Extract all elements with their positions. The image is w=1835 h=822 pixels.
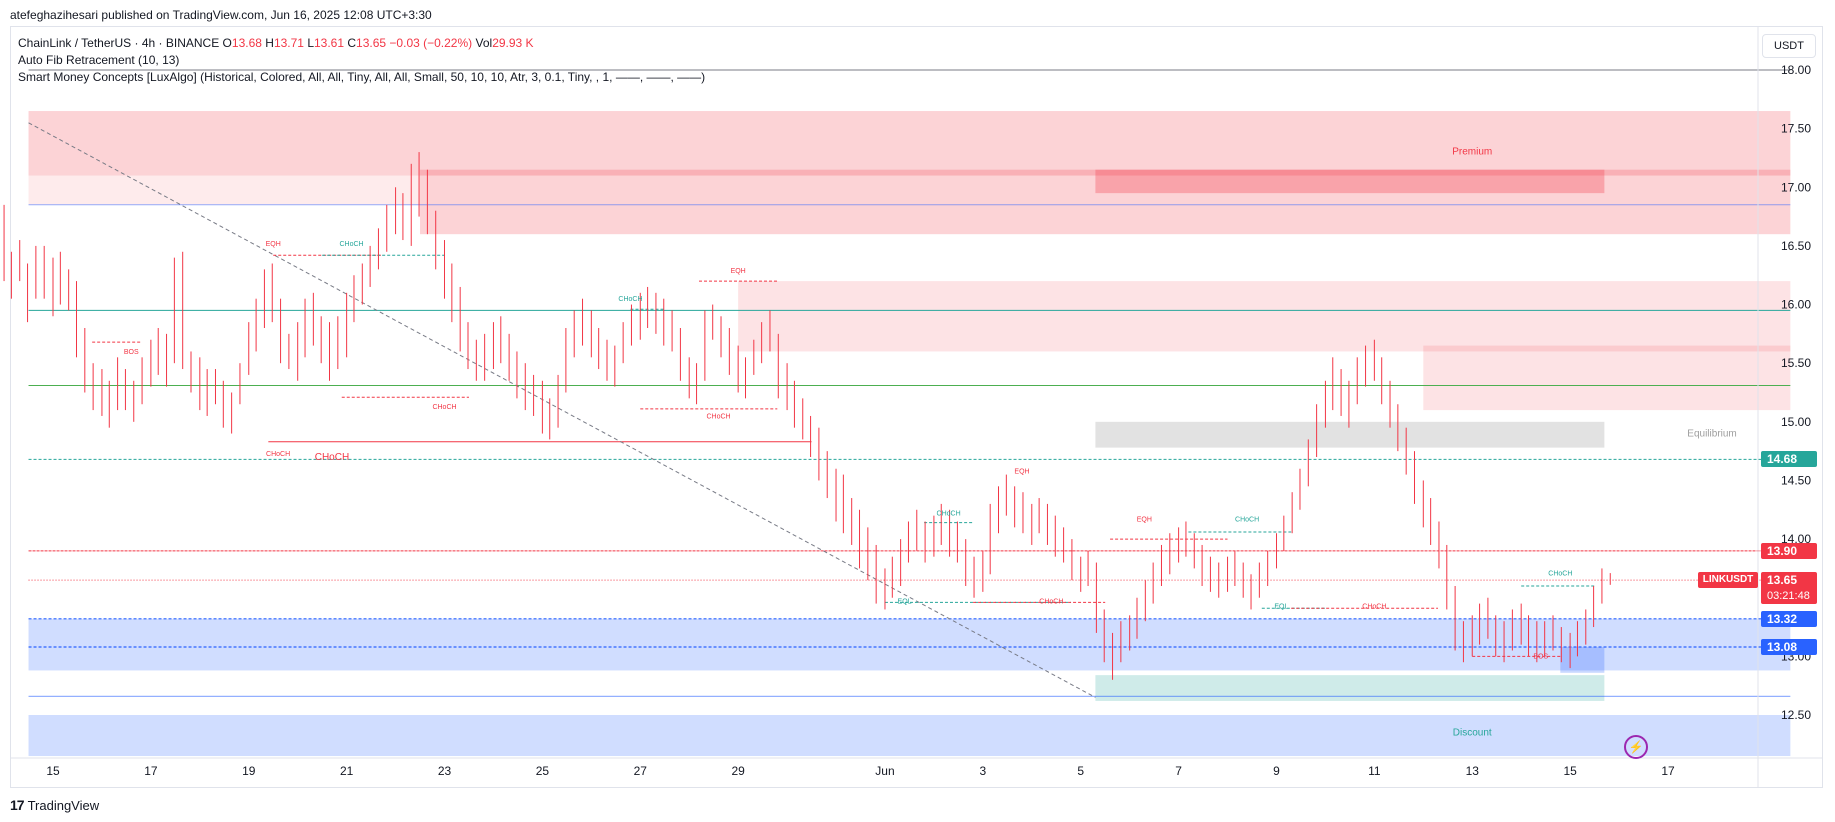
y-tick-label: 16.50	[1781, 239, 1811, 253]
x-tick-label: 11	[1368, 764, 1381, 778]
x-tick-label: Jun	[875, 764, 894, 778]
structure-label: CHoCH	[618, 296, 642, 303]
price-tag: 13.32	[1761, 610, 1817, 627]
last-price-value: 13.65	[1767, 573, 1798, 588]
currency-button[interactable]: USDT	[1762, 34, 1816, 58]
structure-label: CHoCH	[937, 511, 961, 518]
equilibrium-label: Equilibrium	[1687, 429, 1736, 440]
y-tick-label: 16.00	[1781, 298, 1811, 312]
volume-label: Vol	[475, 36, 493, 50]
price-tag: 13.08	[1761, 638, 1817, 655]
open-value: 13.68	[231, 36, 262, 50]
last-price-symbol-tag: LINKUSDT	[1698, 572, 1758, 589]
structure-label: EQH	[1137, 517, 1152, 524]
x-tick-label: 21	[340, 764, 354, 778]
x-tick-label: 13	[1466, 764, 1480, 778]
premium-zone-lower	[28, 175, 421, 205]
low-value: 13.61	[314, 36, 345, 50]
discount-zone-upper	[28, 618, 1791, 671]
structure-label: CHoCH	[1039, 599, 1063, 606]
x-tick-label: 3	[980, 764, 987, 778]
y-tick-label: 15.00	[1781, 415, 1811, 429]
choch-major-label: CHoCH	[315, 452, 349, 463]
discount-label: Discount	[1453, 728, 1492, 739]
x-tick-label: 9	[1273, 764, 1280, 778]
x-tick-label: 5	[1077, 764, 1084, 778]
y-tick-label: 12.50	[1781, 708, 1811, 722]
y-tick-label: 17.00	[1781, 180, 1811, 194]
structure-label: CHoCH	[1235, 517, 1259, 524]
symbol-title[interactable]: ChainLink / TetherUS · 4h · BINANCE	[18, 36, 220, 50]
close-value: 13.65	[356, 36, 387, 50]
trend-line	[28, 122, 1096, 698]
structure-label: CHoCH	[266, 451, 290, 458]
bar-countdown: 03:21:48	[1767, 590, 1810, 603]
discount-zone-lower	[28, 715, 1791, 757]
structure-label: CHoCH	[339, 241, 363, 248]
top-bar: atefeghazihesari published on TradingVie…	[0, 0, 1835, 26]
x-tick-label: 29	[731, 764, 745, 778]
premium-inner-block	[1095, 169, 1605, 194]
price-tag: 13.90	[1761, 542, 1817, 559]
structure-label: BOS	[124, 349, 139, 356]
equilibrium-zone	[1095, 421, 1605, 448]
structure-label: EQL	[898, 599, 912, 606]
last-price-tag: 13.65 03:21:48	[1761, 572, 1817, 605]
volume-value: 29.93 K	[492, 36, 534, 50]
structure-label: CHoCH	[1548, 570, 1572, 577]
structure-label: CHoCH	[1362, 603, 1386, 610]
x-tick-label: 15	[46, 764, 60, 778]
y-tick-label: 18.00	[1781, 63, 1811, 77]
x-tick-label: 19	[242, 764, 256, 778]
structure-label: EQH	[1014, 468, 1029, 475]
open-label: O	[222, 36, 232, 50]
smc-indicator-legend[interactable]: Smart Money Concepts [LuxAlgo] (Historic…	[18, 70, 706, 84]
x-tick-label: 27	[634, 764, 648, 778]
tradingview-logo-icon[interactable]: 17	[10, 797, 25, 813]
symbol-legend: ChainLink / TetherUS · 4h · BINANCE O13.…	[18, 36, 534, 50]
change-value: −0.03 (−0.22%)	[389, 36, 473, 50]
discount-zone	[1095, 675, 1605, 701]
high-label: H	[265, 36, 274, 50]
low-label: L	[307, 36, 314, 50]
x-tick-label: 15	[1563, 764, 1577, 778]
x-tick-label: 7	[1175, 764, 1182, 778]
y-tick-label: 14.50	[1781, 473, 1811, 487]
supply-block-3	[1423, 345, 1791, 411]
publisher-line: atefeghazihesari published on TradingVie…	[10, 8, 432, 22]
tradingview-brand[interactable]: TradingView	[27, 797, 100, 813]
fib-indicator-legend[interactable]: Auto Fib Retracement (10, 13)	[18, 53, 180, 67]
x-tick-label: 25	[536, 764, 550, 778]
structure-label: EQL	[1274, 603, 1288, 610]
x-tick-label: 17	[1661, 764, 1675, 778]
structure-label: EQH	[266, 241, 281, 248]
bolt-icon[interactable]: ⚡	[1624, 735, 1648, 759]
premium-zone	[28, 111, 1791, 176]
structure-label: CHoCH	[707, 413, 731, 420]
footer: 17 TradingView	[10, 797, 99, 813]
price-tag: 14.68	[1761, 451, 1817, 468]
x-tick-label: 23	[438, 764, 452, 778]
y-tick-label: 14.00	[1781, 532, 1811, 546]
structure-label: EQH	[731, 268, 746, 275]
x-tick-label: 17	[144, 764, 158, 778]
premium-label: Premium	[1452, 146, 1492, 157]
chart-frame[interactable]	[10, 26, 1823, 788]
structure-label: CHoCH	[432, 404, 456, 411]
high-value: 13.71	[273, 36, 304, 50]
supply-block	[420, 169, 1791, 235]
structure-label: BOS	[1533, 654, 1548, 661]
y-tick-label: 17.50	[1781, 122, 1811, 136]
supply-block-2	[738, 281, 1791, 352]
y-tick-label: 15.50	[1781, 356, 1811, 370]
demand-block	[1560, 646, 1605, 673]
close-label: C	[347, 36, 357, 50]
